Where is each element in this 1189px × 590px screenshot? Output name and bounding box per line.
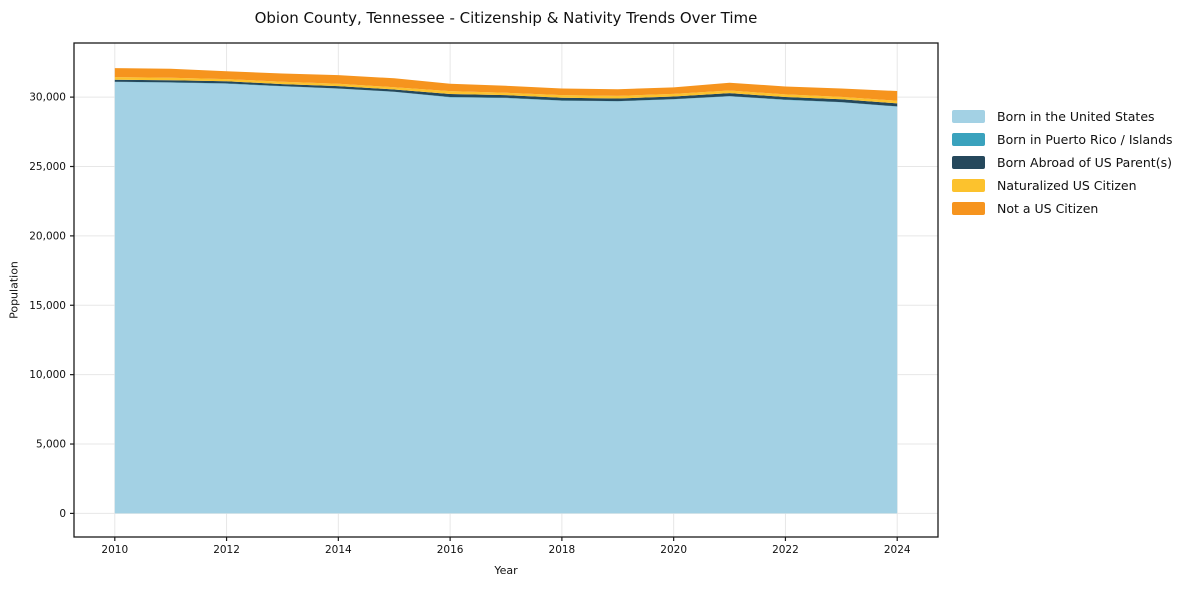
legend-label: Not a US Citizen	[997, 200, 1099, 216]
legend-swatch-naturalized	[952, 178, 985, 192]
x-tick-label: 2010	[101, 544, 128, 556]
y-tick-label: 20,000	[29, 230, 66, 242]
legend-label: Born in Puerto Rico / Islands	[997, 131, 1173, 147]
legend-item-not-citizen: Not a US Citizen	[952, 200, 1173, 216]
x-tick-label: 2016	[437, 544, 464, 556]
legend-swatch-born-abroad	[952, 155, 985, 169]
legend-item-naturalized: Naturalized US Citizen	[952, 177, 1173, 193]
x-axis-label: Year	[494, 564, 518, 577]
legend: Born in the United States Born in Puerto …	[952, 108, 1173, 216]
y-tick-label: 30,000	[29, 92, 66, 104]
area-born-abroad	[114, 79, 898, 107]
x-tick-label: 2022	[772, 544, 799, 556]
area-born-us	[114, 81, 898, 514]
legend-label: Born Abroad of US Parent(s)	[997, 154, 1172, 170]
x-tick-label: 2020	[660, 544, 687, 556]
y-tick-label: 0	[59, 508, 66, 520]
legend-swatch-born-us	[952, 109, 985, 123]
y-axis-label: Population	[7, 261, 21, 319]
x-tick-label: 2024	[884, 544, 911, 556]
y-tick-label: 10,000	[29, 369, 66, 381]
legend-swatch-not-citizen	[952, 201, 985, 215]
x-tick-label: 2014	[325, 544, 352, 556]
area-naturalized	[114, 77, 898, 104]
legend-swatch-born-puerto-rico	[952, 132, 985, 146]
y-tick-label: 5,000	[36, 439, 66, 451]
legend-label: Born in the United States	[997, 108, 1155, 124]
plot-border	[73, 42, 939, 538]
legend-item-born-abroad: Born Abroad of US Parent(s)	[952, 154, 1173, 170]
legend-label: Naturalized US Citizen	[997, 177, 1137, 193]
legend-item-born-puerto-rico: Born in Puerto Rico / Islands	[952, 131, 1173, 147]
legend-item-born-us: Born in the United States	[952, 108, 1173, 124]
x-tick-label: 2018	[549, 544, 576, 556]
x-tick-label: 2012	[213, 544, 240, 556]
area-not-citizen	[114, 68, 898, 101]
chart-title: Obion County, Tennessee - Citizenship & …	[254, 9, 758, 27]
y-tick-label: 25,000	[29, 161, 66, 173]
y-tick-label: 15,000	[29, 300, 66, 312]
